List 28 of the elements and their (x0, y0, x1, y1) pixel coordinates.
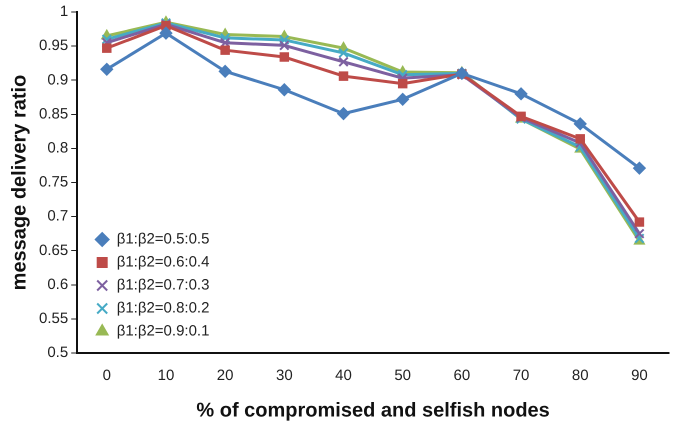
x-tick-label: 10 (158, 367, 174, 384)
x-tick-label: 0 (102, 367, 111, 384)
x-tick-label: 30 (276, 367, 293, 384)
x-tick-label: 20 (216, 367, 234, 384)
y-tick-label: 0.5 (47, 344, 68, 362)
x-tick-label: 40 (335, 367, 352, 384)
y-tick-label: 0.6 (47, 276, 68, 293)
x-axis-title: % of compromised and selfish nodes (196, 400, 550, 422)
y-tick-label: 0.7 (47, 208, 68, 225)
legend-label: β1:β2=0.7:0.3 (116, 276, 210, 294)
legend-label: β1:β2=0.5:0.5 (116, 230, 210, 248)
y-tick-label: 0.65 (38, 242, 68, 259)
y-tick-label: 1 (60, 3, 68, 20)
y-tick-label: 0.8 (47, 140, 68, 157)
x-tick-label: 80 (572, 367, 589, 384)
y-tick-label: 0.95 (38, 37, 68, 54)
y-tick-label: 0.55 (38, 310, 68, 328)
x-tick-label: 50 (394, 367, 412, 384)
legend-label: β1:β2=0.8:0.2 (116, 300, 210, 317)
x-tick-label: 90 (631, 367, 648, 384)
y-tick-label: 0.9 (47, 71, 68, 88)
y-tick-label: 0.75 (38, 174, 68, 191)
legend-label: β1:β2=0.9:0.1 (116, 322, 210, 340)
legend-label: β1:β2=0.6:0.4 (116, 254, 210, 271)
y-axis-title: message delivery ratio (8, 74, 31, 290)
y-tick-label: 0.85 (38, 105, 68, 122)
x-tick-label: 70 (512, 367, 530, 384)
x-tick-label: 60 (454, 367, 470, 384)
